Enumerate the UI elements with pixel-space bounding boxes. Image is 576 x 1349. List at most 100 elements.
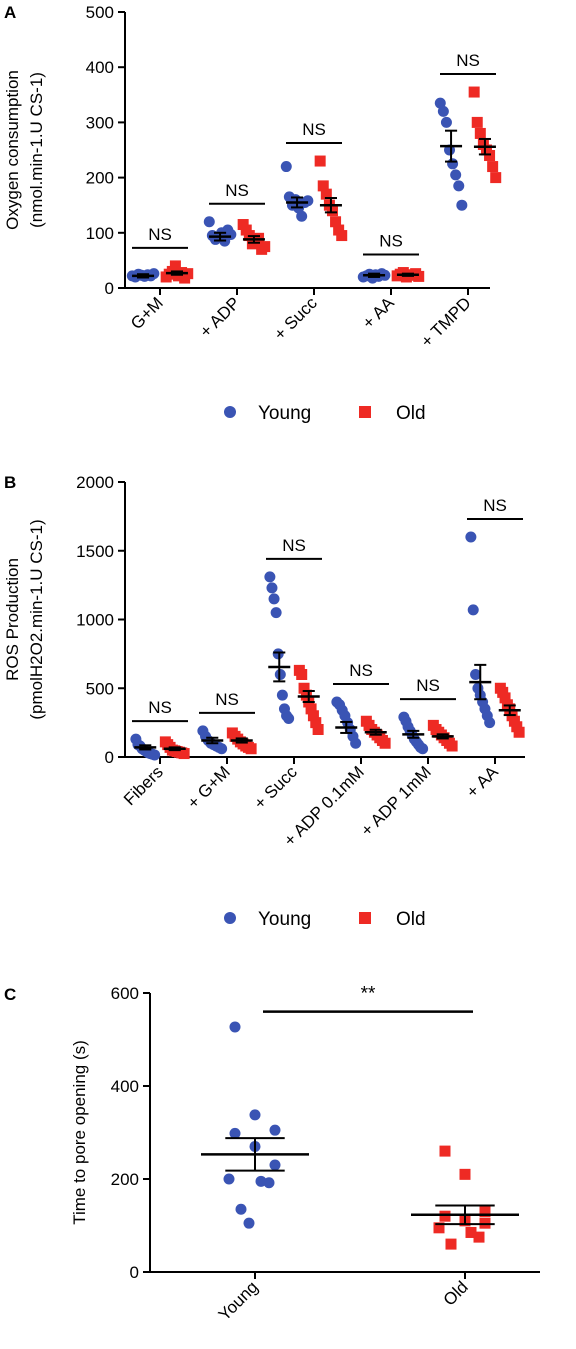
panel-b-young-point [470, 669, 482, 680]
panel-c-young-point [269, 1159, 281, 1171]
panel-a-ytick-label: 500 [86, 3, 114, 22]
panel-c-young-point [223, 1173, 235, 1185]
panel-b-xtick-label: + AA [463, 762, 503, 802]
panel-a-ytick-label: 200 [86, 169, 114, 188]
panel-b-xtick-label: + ADP 1mM [357, 762, 435, 840]
panel-b-young-point [465, 531, 477, 543]
panel-a-ns-label: NS [379, 232, 403, 251]
panel-b-ytick-label: 500 [86, 679, 114, 698]
panel-a-old-point [413, 270, 425, 282]
panel-a-young-point [148, 268, 160, 280]
panel-a-old-point [490, 172, 502, 184]
panel-b-young-point [216, 743, 228, 755]
panel-a-old-point [471, 116, 483, 128]
panel-a-old-point [330, 216, 342, 228]
panel-c-old-point [445, 1238, 457, 1250]
panel-b-old-point [310, 717, 322, 729]
panel-b-legend-old-label: Old [396, 909, 426, 930]
panel-b-young-point [266, 582, 278, 594]
panel-c-young-point [269, 1124, 281, 1136]
panel-a-old-point [480, 144, 492, 156]
panel-b-young-point [350, 737, 362, 749]
panel-a-ytick-label: 400 [86, 58, 114, 77]
panel-a-old-point [326, 205, 338, 217]
panel-a-young-point [203, 216, 215, 228]
panel-c-significance-label: ** [361, 984, 376, 1005]
panel-b-legend-young-marker [224, 912, 236, 924]
panel-b-ns-label: NS [416, 676, 440, 695]
panel-b-young-point [283, 713, 295, 724]
panel-b-xtick-label: Fibers [120, 762, 167, 809]
panel-b-young-point [270, 607, 282, 619]
panel-c-young-point [249, 1109, 261, 1121]
panel-a-ns-label: NS [148, 225, 172, 244]
panel-c-young-point [235, 1203, 247, 1215]
panel-c-ylabel: Time to pore opening (s) [70, 1040, 89, 1225]
panel-a-xtick-label: G+M [127, 293, 167, 333]
panel-c-old-point [439, 1210, 451, 1222]
panel-b-ytick-label: 2000 [76, 473, 114, 492]
panel-a-xtick-label: + Succ [270, 293, 321, 344]
panel-a-ns-label: NS [302, 120, 326, 139]
panel-b-ns-label: NS [483, 496, 507, 515]
panel-a-old-point [336, 230, 348, 242]
panel-b-old-point [305, 703, 317, 715]
panel-c-old-point [473, 1231, 485, 1243]
panel-b-old-point [300, 689, 312, 701]
panel-b-legend-old-marker [359, 912, 371, 924]
panel-c-old-point [479, 1206, 491, 1218]
panel-a-old-point [314, 155, 326, 167]
panel-b-ytick-label: 0 [105, 748, 114, 767]
panel-b-old-point [178, 748, 190, 760]
panel-b-old-point [298, 682, 310, 694]
panel-b-young-point [149, 749, 161, 761]
panel-b-old-point [245, 743, 257, 755]
panel-a-legend-young-label: Young [258, 403, 311, 424]
panel-a-young-point [447, 158, 459, 170]
panel-b-ytick-label: 1000 [76, 611, 114, 630]
panel-c-ytick-label: 200 [111, 1170, 139, 1189]
panel-a-ylabel-line2: (nmol.min-1.U CS-1) [27, 72, 46, 228]
panel-a-old-point [333, 224, 345, 236]
panel-a-old-point [477, 138, 489, 150]
panel-a-young-point [225, 228, 237, 240]
panel-b-ns-label: NS [282, 536, 306, 555]
panel-a-old-point [317, 180, 329, 192]
panel-a-old-point [237, 219, 249, 231]
panel-b-young-point [268, 593, 280, 605]
panel-b-young-point [467, 604, 479, 616]
panel-b-ns-label: NS [349, 661, 373, 680]
panel-c-young-point [229, 1021, 241, 1033]
panel-b-legend-young-label: Young [258, 909, 311, 930]
panel-c-letter: C [4, 985, 16, 1004]
panel-c-ytick-label: 400 [111, 1077, 139, 1096]
panel-a-ytick-label: 0 [105, 279, 114, 298]
panel-b-old-point [312, 724, 324, 735]
panel-b-xtick-label: + G+M [184, 762, 234, 812]
panel-b-young-point [274, 669, 286, 680]
panel-b-young-point [417, 743, 429, 755]
panel-a-legend-old-label: Old [396, 403, 426, 424]
panel-b-young-point [264, 571, 276, 583]
panel-a-xtick-label: + ADP [196, 293, 244, 341]
panel-a-old-point [474, 127, 486, 139]
panel-c-old-point [459, 1168, 471, 1180]
panel-a-ytick-label: 100 [86, 224, 114, 243]
panel-c-xtick-label: Old [440, 1277, 472, 1309]
panel-a-old-point [468, 86, 480, 98]
panel-b-xtick-label: + Succ [250, 762, 301, 813]
panel-a-legend-young-marker [224, 406, 236, 418]
panel-a-ns-label: NS [225, 181, 249, 200]
panel-b-ytick-label: 1500 [76, 542, 114, 561]
panel-c-xtick-label: Young [215, 1277, 262, 1324]
panel-c-ytick-label: 600 [111, 984, 139, 1003]
panel-b-old-point [513, 726, 525, 738]
panel-b-old-point [307, 710, 319, 722]
panel-c-old-point [433, 1222, 445, 1234]
panel-a-ytick-label: 300 [86, 113, 114, 132]
panel-a-old-point [240, 224, 252, 236]
panel-c-old-point [439, 1145, 451, 1157]
panel-a-young-point [296, 210, 308, 222]
panel-b-old-point [296, 669, 308, 680]
